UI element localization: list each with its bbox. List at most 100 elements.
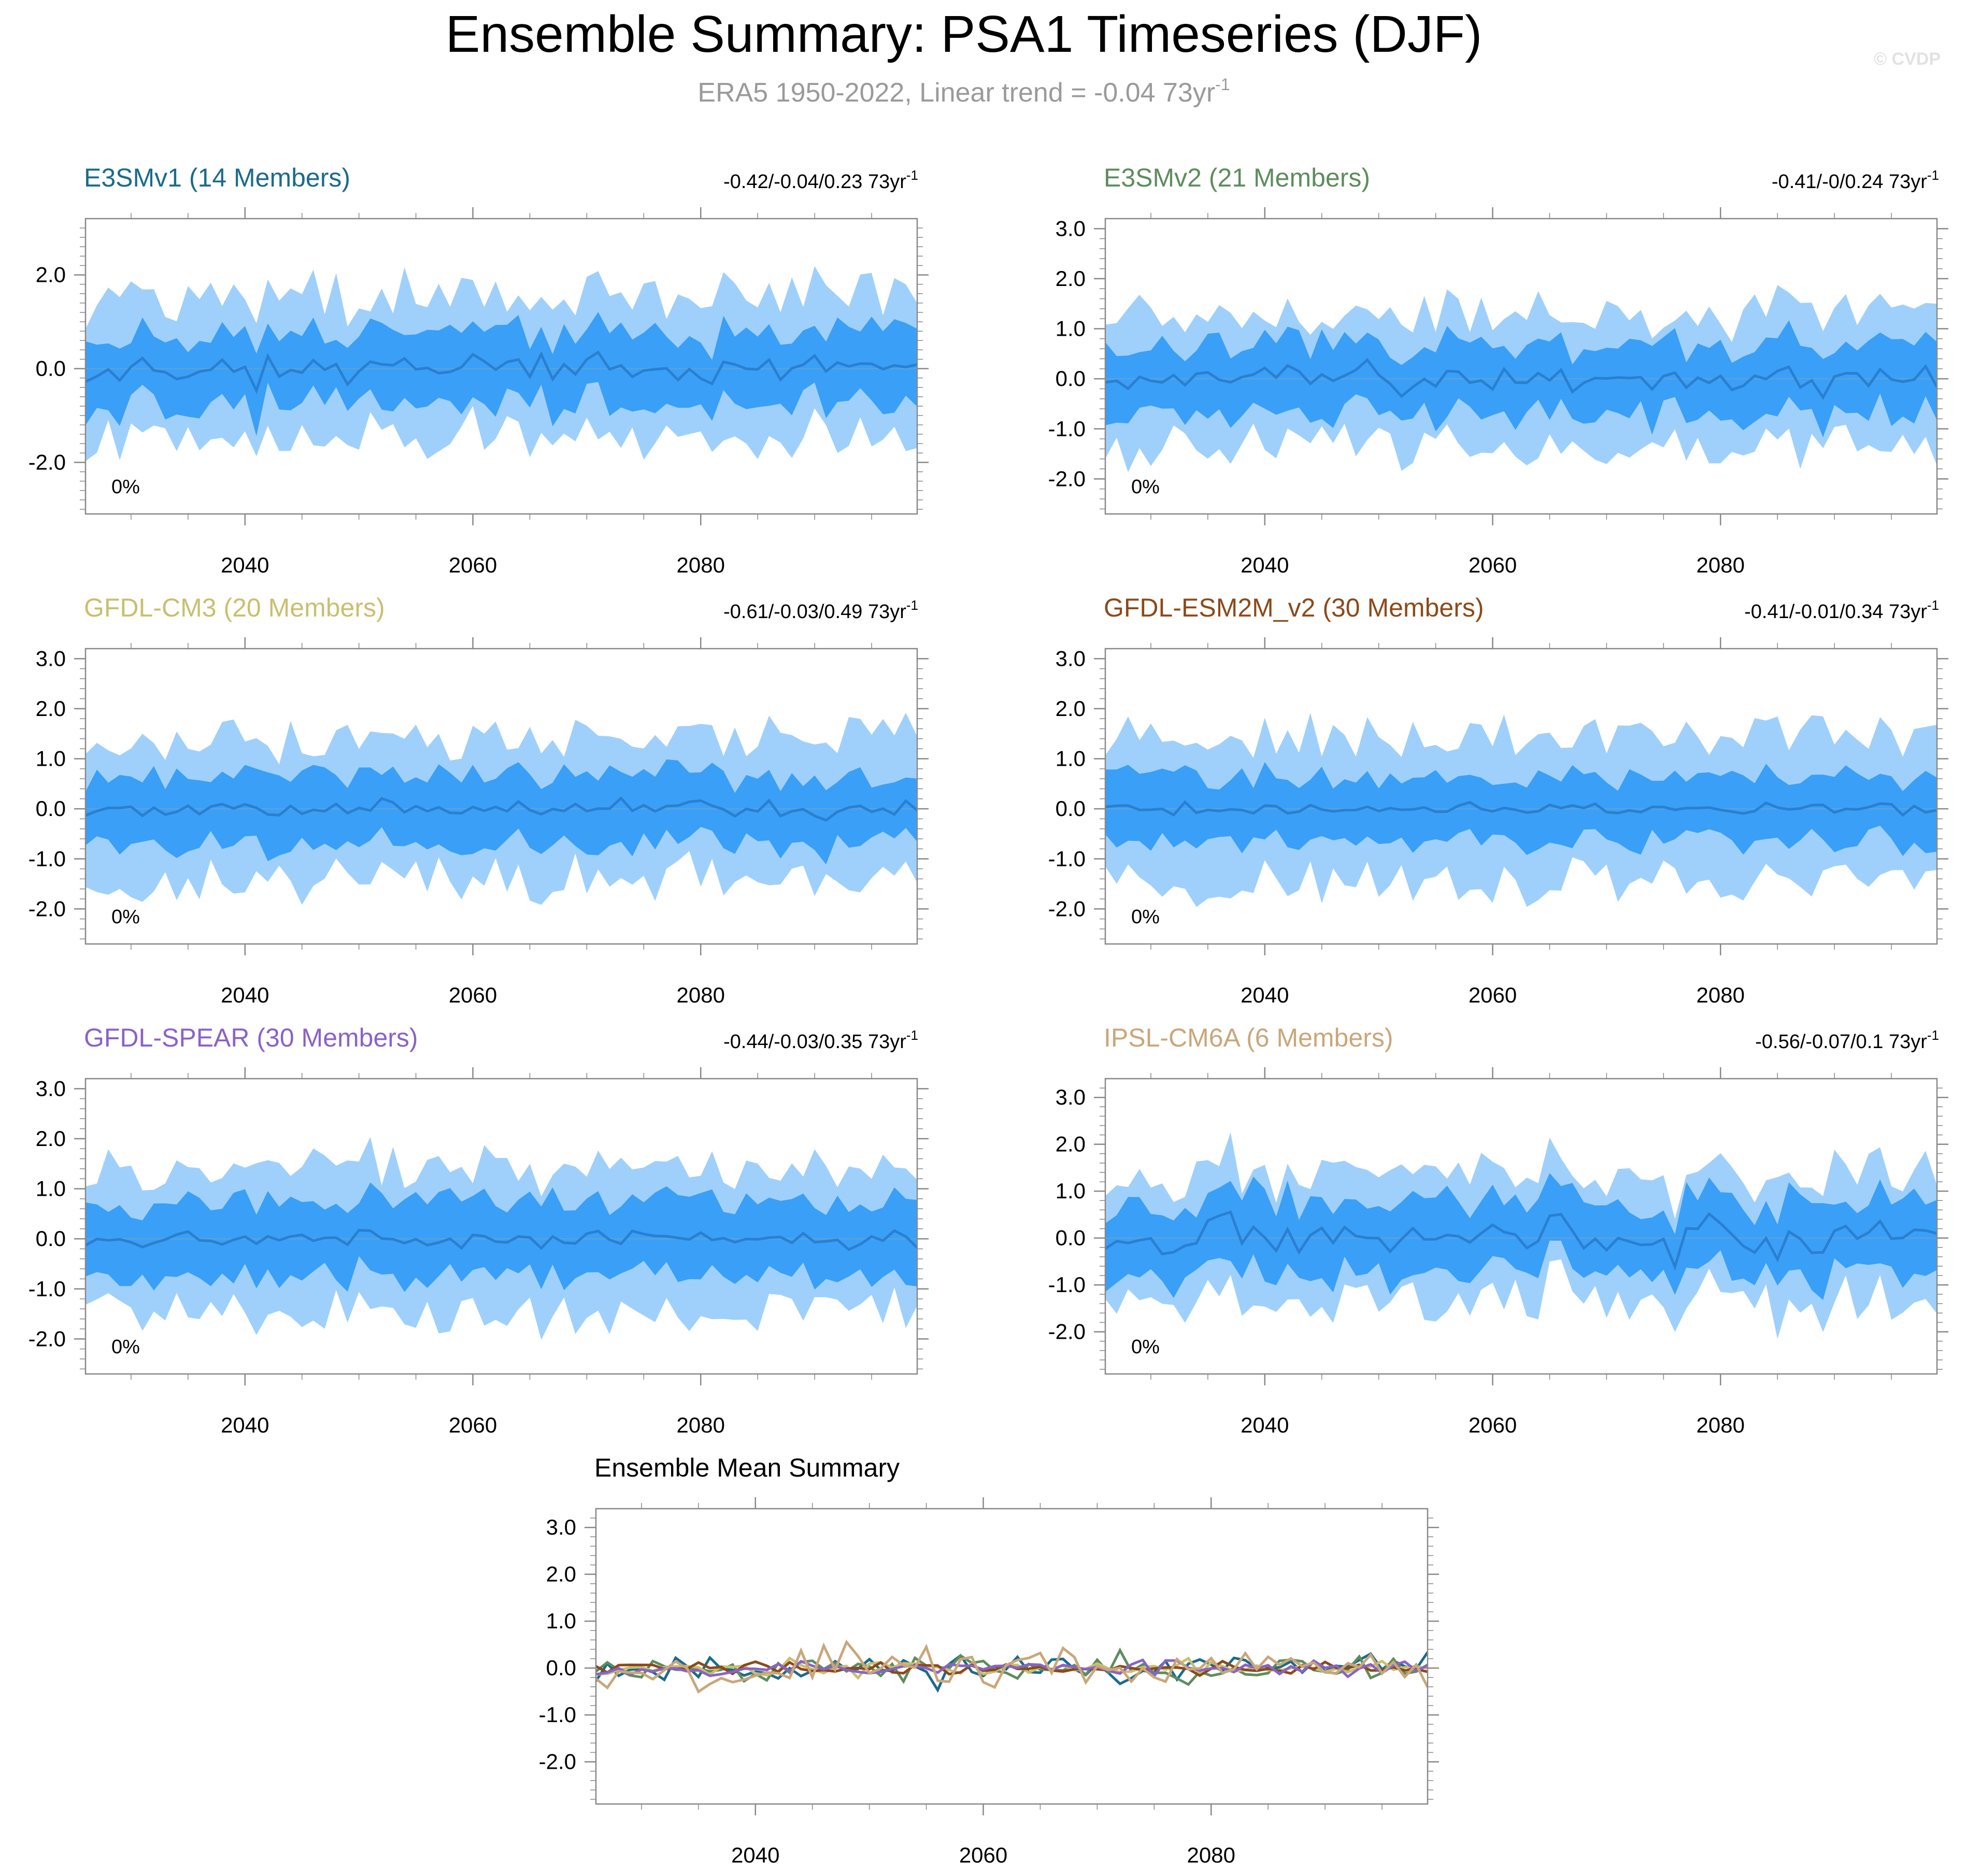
y-tick-label: 0.0 bbox=[36, 796, 66, 821]
inner-range-band bbox=[86, 759, 917, 865]
x-axis: 2040 2060 2080 bbox=[131, 207, 872, 577]
trend-sup: -1 bbox=[906, 167, 918, 183]
percent-label: 0% bbox=[1131, 1336, 1160, 1358]
x-axis: 2040 2060 2080 bbox=[641, 1497, 1383, 1867]
x-tick-label: 2080 bbox=[1697, 553, 1745, 577]
plot-area bbox=[86, 266, 917, 462]
y-tick-label: 2.0 bbox=[36, 263, 66, 287]
ensemble-mean-line bbox=[1105, 357, 1937, 400]
y-tick-label: -1.0 bbox=[1048, 847, 1086, 871]
y-tick-label: -2.0 bbox=[29, 450, 66, 474]
plot-area bbox=[1105, 285, 1937, 472]
ensemble-mean-line bbox=[1105, 1210, 1937, 1271]
trend-sup: -1 bbox=[906, 597, 918, 613]
mean-line-5 bbox=[596, 1639, 1428, 1694]
plot-area bbox=[1105, 713, 1937, 907]
y-tick-label: 2.0 bbox=[36, 696, 66, 721]
panel-e3smv1: E3SMv1 (14 Members) -0.42/-0.04/0.23 73yr… bbox=[29, 163, 929, 577]
ensemble-mean-line bbox=[86, 1229, 917, 1251]
x-tick-label: 2080 bbox=[677, 553, 725, 577]
y-tick-label: 0.0 bbox=[36, 1226, 66, 1251]
y-axis: -2.0 -1.0 0.0 1.0 2.0 3.0 bbox=[29, 1076, 929, 1370]
ensemble-mean-line bbox=[1105, 800, 1937, 817]
y-tick-label: 1.0 bbox=[36, 1177, 66, 1201]
y-tick-label: 0.0 bbox=[1056, 1226, 1086, 1250]
x-axis: 2040 2060 2080 bbox=[1150, 1067, 1892, 1437]
y-tick-label: -1.0 bbox=[539, 1702, 576, 1727]
y-tick-label: 3.0 bbox=[36, 1076, 66, 1100]
trend-label: -0.41/-0/0.24 73yr-1 bbox=[1772, 167, 1939, 193]
ensemble-mean-line bbox=[86, 350, 917, 394]
y-tick-label: -1.0 bbox=[29, 1277, 66, 1301]
y-tick-label: 0.0 bbox=[546, 1656, 576, 1680]
plot-area bbox=[1105, 1132, 1937, 1339]
trend-label: -0.56/-0.07/0.1 73yr-1 bbox=[1755, 1027, 1939, 1053]
y-tick-label: 0.0 bbox=[36, 356, 66, 381]
trend-text: -0.56/-0.07/0.1 73yr bbox=[1755, 1031, 1927, 1053]
plot-frame bbox=[84, 648, 918, 945]
plot-frame bbox=[1104, 648, 1938, 945]
y-tick-label: 2.0 bbox=[1056, 266, 1086, 291]
x-tick-label: 2060 bbox=[1469, 983, 1517, 1007]
trend-text: -0.44/-0.03/0.35 73yr bbox=[723, 1031, 906, 1053]
y-tick-label: 3.0 bbox=[1056, 1085, 1086, 1109]
y-axis: -2.0 -1.0 0.0 1.0 2.0 3.0 bbox=[1048, 1085, 1948, 1370]
x-tick-label: 2040 bbox=[1241, 1413, 1289, 1437]
panel-title: E3SMv1 (14 Members) bbox=[84, 163, 350, 192]
x-tick-label: 2060 bbox=[1469, 1413, 1517, 1437]
x-axis: 2040 2060 2080 bbox=[1150, 207, 1892, 577]
x-tick-label: 2060 bbox=[1469, 553, 1517, 577]
panel-ipsl-cm6a: IPSL-CM6A (6 Members) -0.56/-0.07/0.1 73y… bbox=[1048, 1023, 1948, 1437]
panel-title: GFDL-ESM2M_v2 (30 Members) bbox=[1104, 593, 1484, 622]
x-tick-label: 2040 bbox=[221, 553, 269, 577]
y-tick-label: 3.0 bbox=[1056, 216, 1086, 240]
plot-frame bbox=[1104, 1078, 1938, 1375]
x-tick-label: 2060 bbox=[449, 983, 497, 1007]
inner-range-band bbox=[1105, 1173, 1937, 1300]
y-tick-label: 2.0 bbox=[36, 1126, 66, 1151]
trend-label: -0.61/-0.03/0.49 73yr-1 bbox=[723, 597, 918, 623]
mean-line-4 bbox=[596, 1658, 1428, 1679]
y-tick-label: 1.0 bbox=[1056, 1179, 1086, 1203]
y-tick-label: 0.0 bbox=[1056, 366, 1086, 391]
plot-area bbox=[86, 712, 917, 905]
plot-area bbox=[86, 1137, 917, 1340]
x-tick-label: 2080 bbox=[1697, 983, 1745, 1007]
trend-text: -0.41/-0/0.24 73yr bbox=[1772, 171, 1927, 193]
plot-frame bbox=[595, 1508, 1429, 1805]
trend-label: -0.44/-0.03/0.35 73yr-1 bbox=[723, 1027, 918, 1053]
inner-range-band bbox=[86, 1182, 917, 1292]
y-tick-label: 3.0 bbox=[1056, 646, 1086, 670]
trend-sup: -1 bbox=[1927, 597, 1939, 613]
x-tick-label: 2040 bbox=[1241, 983, 1289, 1007]
y-tick-label: 2.0 bbox=[546, 1562, 576, 1586]
y-axis: -2.0 -1.0 0.0 1.0 2.0 3.0 bbox=[1048, 646, 1948, 940]
x-axis: 2040 2060 2080 bbox=[131, 637, 872, 1007]
trend-label: -0.42/-0.04/0.23 73yr-1 bbox=[723, 167, 918, 193]
panel-title: GFDL-CM3 (20 Members) bbox=[84, 593, 385, 622]
y-tick-label: 1.0 bbox=[546, 1609, 576, 1633]
y-tick-label: 1.0 bbox=[1056, 747, 1086, 771]
watermark: © CVDP bbox=[1874, 49, 1941, 69]
y-tick-label: 1.0 bbox=[36, 747, 66, 771]
y-tick-label: -2.0 bbox=[1048, 896, 1086, 921]
y-tick-label: 2.0 bbox=[1056, 696, 1086, 721]
trend-sup: -1 bbox=[906, 1027, 918, 1043]
y-tick-label: 2.0 bbox=[1056, 1132, 1086, 1156]
panel-e3smv2: E3SMv2 (21 Members) -0.41/-0/0.24 73yr-1 0… bbox=[1048, 163, 1948, 577]
y-tick-label: -2.0 bbox=[29, 896, 66, 921]
x-tick-label: 2060 bbox=[449, 1413, 497, 1437]
panel-title: GFDL-SPEAR (30 Members) bbox=[84, 1023, 418, 1052]
figure-title: Ensemble Summary: PSA1 Timeseries (DJF) bbox=[446, 5, 1483, 63]
y-tick-label: -1.0 bbox=[1048, 417, 1086, 441]
x-tick-label: 2080 bbox=[1697, 1413, 1745, 1437]
plot-frame bbox=[1104, 218, 1938, 515]
figure-subtitle: ERA5 1950-2022, Linear trend = -0.04 73y… bbox=[697, 75, 1230, 108]
y-tick-label: -1.0 bbox=[1048, 1272, 1086, 1297]
y-tick-label: 3.0 bbox=[36, 646, 66, 670]
y-axis: -2.0 0.0 2.0 bbox=[29, 227, 929, 510]
panel-gfdl-spear: GFDL-SPEAR (30 Members) -0.44/-0.03/0.35 … bbox=[29, 1023, 929, 1437]
x-tick-label: 2040 bbox=[221, 1413, 269, 1437]
trend-text: -0.42/-0.04/0.23 73yr bbox=[723, 171, 906, 193]
